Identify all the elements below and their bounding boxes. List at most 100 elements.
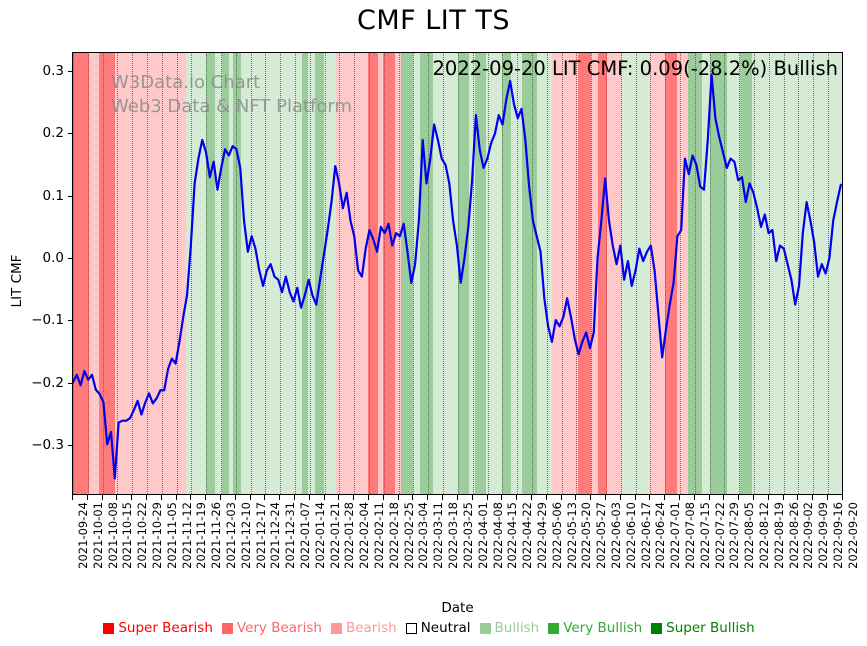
gridline (383, 53, 385, 494)
x-axis-tick-mark (782, 495, 784, 500)
x-axis-tick-mark (86, 495, 88, 500)
x-axis-tick-label: 2021-11-12 (179, 502, 194, 569)
x-axis-tick-mark (234, 495, 236, 500)
gridline (117, 53, 119, 494)
legend-entry[interactable]: Very Bullish (548, 620, 642, 636)
gridline (87, 53, 89, 494)
gridline (665, 53, 667, 494)
y-axis-tick-label: −0.3 (31, 437, 64, 454)
x-axis-tick-mark (72, 495, 73, 500)
x-axis-tick-mark (619, 495, 621, 500)
x-axis-tick-mark (812, 495, 814, 500)
x-axis-tick-label: 2021-10-15 (120, 502, 135, 569)
gridline (250, 53, 252, 494)
legend-entry[interactable]: Super Bullish (651, 620, 755, 636)
x-axis-tick-mark (338, 495, 340, 500)
x-axis-tick-mark (767, 495, 769, 500)
x-axis-tick-mark (427, 495, 429, 500)
x-axis-tick-mark (131, 495, 133, 500)
x-axis-tick-label: 2022-08-26 (786, 502, 801, 569)
legend-entry[interactable]: Bearish (330, 620, 397, 636)
x-axis-tick-label: 2022-07-01 (668, 502, 683, 569)
x-axis-tick-mark (590, 495, 592, 500)
x-axis-tick-label: 2022-07-22 (712, 502, 727, 569)
gridline (679, 53, 681, 494)
x-axis-tick-label: 2022-07-29 (727, 502, 742, 569)
gridline (147, 53, 149, 494)
x-axis-tick-mark (693, 495, 695, 500)
x-axis-tick-label: 2022-06-10 (623, 502, 638, 569)
legend-swatch (651, 622, 663, 634)
legend: Super Bearish Very Bearish Bearish Neutral B… (0, 620, 867, 636)
legend-swatch (405, 622, 417, 634)
y-axis-tick-label: 0.3 (42, 62, 64, 79)
gridline (739, 53, 741, 494)
x-axis-tick-mark (678, 495, 680, 500)
legend-swatch (548, 622, 560, 634)
gridline (635, 53, 637, 494)
gridline (265, 53, 267, 494)
x-axis-tick-label: 2022-08-19 (771, 502, 786, 569)
x-axis-tick-mark (649, 495, 651, 500)
gridline (828, 53, 829, 494)
legend-entry[interactable]: Neutral (405, 620, 471, 636)
y-axis-tick-label: 0.1 (42, 187, 64, 204)
x-axis-tick-mark (664, 495, 666, 500)
x-axis-tick-label: 2022-05-13 (564, 502, 579, 569)
legend-entry[interactable]: Very Bearish (221, 620, 322, 636)
x-axis-tick-label: 2022-04-08 (490, 502, 505, 569)
x-axis-tick-label: 2021-12-03 (224, 502, 239, 569)
x-axis-tick-mark (516, 495, 518, 500)
gridline (413, 53, 415, 494)
x-axis-tick-mark (738, 495, 740, 500)
gridline (206, 53, 208, 494)
gridline (280, 53, 282, 494)
gridline (443, 53, 445, 494)
x-axis-tick-mark (175, 495, 177, 500)
y-axis-tick-mark (68, 133, 72, 135)
x-axis-tick-mark (486, 495, 488, 500)
gridline (339, 53, 341, 494)
gridline (221, 53, 223, 494)
x-axis-tick-label: 2022-03-04 (416, 502, 431, 569)
latest-value-annotation: 2022-09-20 LIT CMF: 0.09(-28.2%) Bullish (432, 57, 838, 80)
gridline (161, 53, 163, 494)
gridline (309, 53, 311, 494)
legend-label: Super Bullish (666, 620, 755, 636)
x-axis-tick-label: 2022-08-12 (756, 502, 771, 569)
x-axis-tick-label: 2022-07-08 (682, 502, 697, 569)
gridline (235, 53, 237, 494)
y-axis-tick-labels: 0.3 0.2 0.1 0.0 −0.1 −0.2 −0.3 (0, 0, 64, 646)
legend-label: Bullish (494, 620, 540, 636)
gridline (398, 53, 400, 494)
legend-entry[interactable]: Super Bearish (103, 620, 213, 636)
gridline (472, 53, 474, 494)
x-axis-tick-label: 2022-09-20 (845, 502, 860, 569)
x-axis-tick-label: 2021-10-22 (135, 502, 150, 569)
gridline (561, 53, 563, 494)
x-axis-tick-label: 2021-10-08 (105, 502, 120, 569)
x-axis-tick-label: 2021-12-10 (238, 502, 253, 569)
gridline (191, 53, 193, 494)
gridline (753, 53, 755, 494)
x-axis-tick-mark (116, 495, 118, 500)
x-axis-tick-mark (530, 495, 532, 500)
x-axis-tick-label: 2022-04-01 (475, 502, 490, 569)
gridline (354, 53, 356, 494)
x-axis-tick-label: 2022-06-03 (608, 502, 623, 569)
x-axis-tick-mark (205, 495, 207, 500)
legend-label: Neutral (420, 620, 471, 636)
x-axis-tick-mark (382, 495, 384, 500)
x-axis-tick-mark (294, 495, 296, 500)
gridline (295, 53, 297, 494)
x-axis-tick-mark (146, 495, 148, 500)
legend-swatch (479, 622, 491, 634)
x-axis-tick-label: 2022-01-21 (327, 502, 342, 569)
x-axis-tick-mark (471, 495, 473, 500)
x-axis-tick-label: 2022-06-17 (638, 502, 653, 569)
x-axis-tick-mark (442, 495, 444, 500)
legend-entry[interactable]: Bullish (479, 620, 540, 636)
x-axis-tick-label: 2022-02-18 (386, 502, 401, 569)
x-axis-tick-mark (190, 495, 192, 500)
gridline (502, 53, 504, 494)
